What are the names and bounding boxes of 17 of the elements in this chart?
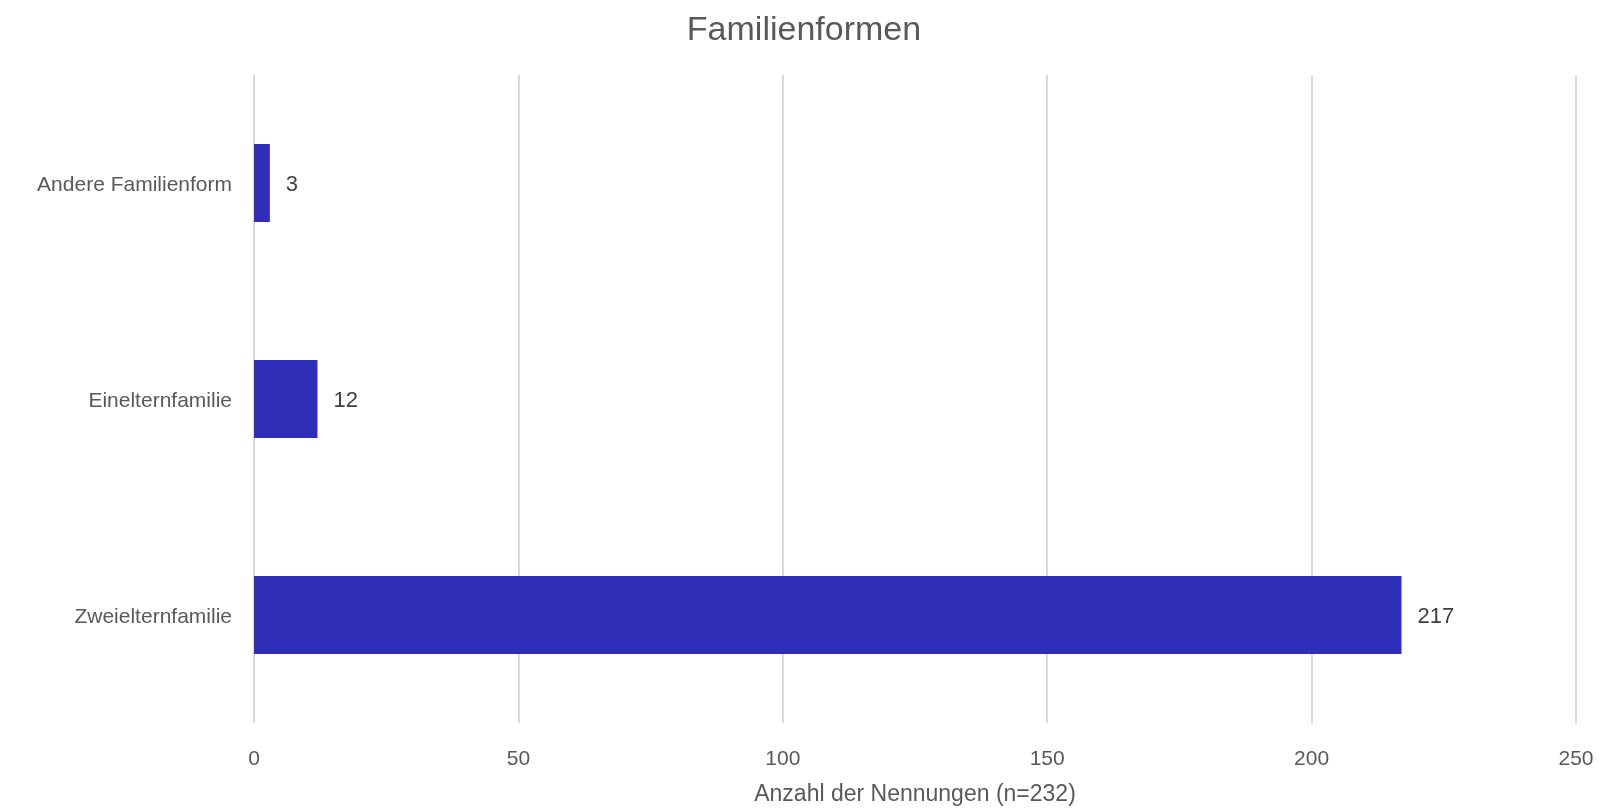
bar [254,144,270,222]
y-tick-label: Andere Familienform [37,171,232,195]
x-tick-label: 250 [1558,746,1594,769]
x-tick-label: 0 [248,746,260,769]
x-tick-label: 50 [506,746,531,769]
x-tick-label: 100 [765,746,801,769]
x-tick-label: 150 [1029,746,1065,769]
bar [254,360,318,438]
data-label: 12 [333,386,358,412]
y-tick-label: Einelternfamilie [88,387,232,411]
x-tick-label: 200 [1294,746,1330,769]
bar [254,576,1402,654]
chart-title: Familienformen [686,9,922,47]
data-label: 217 [1417,602,1455,628]
data-label: 3 [285,170,299,196]
x-axis-title: Anzahl der Nennungen (n=232) [754,779,1076,806]
y-tick-label: Zweielternfamilie [74,603,232,627]
